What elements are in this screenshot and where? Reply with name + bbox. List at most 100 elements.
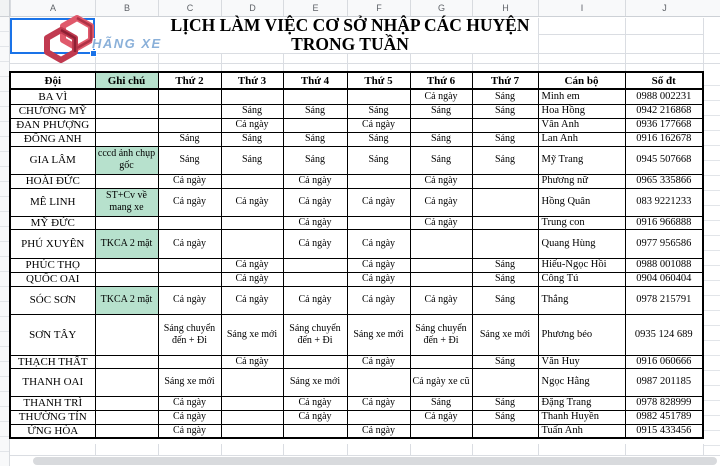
team-cell[interactable]: THẠCH THẤT <box>9 354 96 369</box>
note-cell[interactable] <box>94 103 159 119</box>
officer-cell[interactable]: Phương nữ <box>537 173 626 189</box>
team-cell[interactable]: THANH OAI <box>9 367 96 397</box>
day-cell-thu-2[interactable]: Cả ngày <box>157 395 222 411</box>
day-cell-thu-3[interactable] <box>220 228 284 259</box>
day-cell-thu-6[interactable] <box>409 228 473 259</box>
day-cell-thu-7[interactable] <box>471 367 539 397</box>
day-cell-thu-7[interactable] <box>471 187 539 217</box>
team-cell[interactable]: THANH TRÌ <box>9 395 96 411</box>
day-cell-thu-4[interactable] <box>282 423 348 438</box>
day-cell-thu-5[interactable]: Cả ngày <box>346 395 411 411</box>
day-cell-thu-7[interactable] <box>471 423 539 438</box>
phone-cell[interactable]: 0935 124 689 <box>624 313 704 356</box>
day-cell-thu-7[interactable]: Sáng <box>471 88 539 105</box>
day-cell-thu-4[interactable]: Cả ngày <box>282 395 348 411</box>
day-cell-thu-7[interactable]: Sáng <box>471 145 539 175</box>
day-cell-thu-4[interactable] <box>282 271 348 287</box>
phone-cell[interactable]: 0982 451789 <box>624 409 704 425</box>
header-day-5[interactable]: Thứ 5 <box>346 71 411 90</box>
note-cell[interactable] <box>94 173 159 189</box>
officer-cell[interactable]: Tuấn Anh <box>537 423 626 438</box>
team-cell[interactable]: MỸ ĐỨC <box>9 215 96 230</box>
team-cell[interactable]: HOÀI ĐỨC <box>9 173 96 189</box>
team-cell[interactable]: ĐAN PHƯỢNG <box>9 117 96 133</box>
day-cell-thu-5[interactable] <box>346 367 411 397</box>
empty-cells-right[interactable] <box>704 71 720 455</box>
column-header-b[interactable]: B <box>95 0 158 16</box>
day-cell-thu-4[interactable]: Sáng <box>282 131 348 147</box>
day-cell-thu-6[interactable]: Cả ngày <box>409 187 473 217</box>
day-cell-thu-2[interactable] <box>157 117 222 133</box>
day-cell-thu-7[interactable]: Sáng <box>471 103 539 119</box>
selection-fill-handle[interactable] <box>90 50 97 57</box>
day-cell-thu-4[interactable]: Sáng chuyển đến + Đi <box>282 313 348 356</box>
day-cell-thu-3[interactable] <box>220 409 284 425</box>
header-day-2[interactable]: Thứ 2 <box>157 71 222 90</box>
day-cell-thu-3[interactable]: Cả ngày <box>220 354 284 369</box>
note-cell[interactable] <box>94 423 159 438</box>
day-cell-thu-7[interactable] <box>471 173 539 189</box>
day-cell-thu-6[interactable] <box>409 271 473 287</box>
day-cell-thu-5[interactable]: Cả ngày <box>346 271 411 287</box>
officer-cell[interactable]: Hoa Hồng <box>537 103 626 119</box>
day-cell-thu-4[interactable] <box>282 354 348 369</box>
team-cell[interactable]: MÊ LINH <box>9 187 96 217</box>
header-note[interactable]: Ghi chú <box>94 71 159 90</box>
day-cell-thu-5[interactable]: Cả ngày <box>346 257 411 273</box>
day-cell-thu-6[interactable] <box>409 354 473 369</box>
day-cell-thu-2[interactable]: Sáng <box>157 131 222 147</box>
note-cell[interactable] <box>94 215 159 230</box>
day-cell-thu-7[interactable]: Sáng <box>471 354 539 369</box>
day-cell-thu-3[interactable]: Cả ngày <box>220 257 284 273</box>
officer-cell[interactable]: Thắng <box>537 285 626 315</box>
phone-cell[interactable]: 0945 507668 <box>624 145 704 175</box>
day-cell-thu-7[interactable]: Sáng <box>471 131 539 147</box>
day-cell-thu-6[interactable]: Sáng <box>409 145 473 175</box>
officer-cell[interactable]: Phương béo <box>537 313 626 356</box>
phone-cell[interactable]: 0916 060666 <box>624 354 704 369</box>
note-cell[interactable]: TKCA 2 mặt <box>94 285 159 315</box>
note-cell[interactable] <box>94 409 159 425</box>
day-cell-thu-2[interactable] <box>157 271 222 287</box>
note-cell[interactable] <box>94 257 159 273</box>
phone-cell[interactable]: 0977 956586 <box>624 228 704 259</box>
phone-cell[interactable]: 0965 335866 <box>624 173 704 189</box>
header-day-7[interactable]: Thứ 7 <box>471 71 539 90</box>
day-cell-thu-5[interactable] <box>346 409 411 425</box>
phone-cell[interactable]: 0942 216868 <box>624 103 704 119</box>
day-cell-thu-6[interactable]: Sáng <box>409 131 473 147</box>
day-cell-thu-5[interactable]: Sáng <box>346 145 411 175</box>
day-cell-thu-7[interactable]: Sáng <box>471 257 539 273</box>
day-cell-thu-7[interactable] <box>471 215 539 230</box>
team-cell[interactable]: GIA LÂM <box>9 145 96 175</box>
day-cell-thu-5[interactable] <box>346 215 411 230</box>
day-cell-thu-2[interactable]: Cả ngày <box>157 409 222 425</box>
phone-cell[interactable]: 0978 828999 <box>624 395 704 411</box>
day-cell-thu-3[interactable]: Sáng xe mới <box>220 313 284 356</box>
column-header-j[interactable]: J <box>625 0 703 16</box>
day-cell-thu-3[interactable]: Cả ngày <box>220 117 284 133</box>
day-cell-thu-5[interactable]: Cả ngày <box>346 117 411 133</box>
note-cell[interactable] <box>94 117 159 133</box>
phone-cell[interactable]: 0978 215791 <box>624 285 704 315</box>
day-cell-thu-3[interactable] <box>220 423 284 438</box>
day-cell-thu-4[interactable]: Sáng xe mới <box>282 367 348 397</box>
day-cell-thu-2[interactable]: Sáng <box>157 145 222 175</box>
day-cell-thu-3[interactable] <box>220 173 284 189</box>
header-officer[interactable]: Cán bộ <box>537 71 626 90</box>
day-cell-thu-7[interactable]: Sáng xe mới <box>471 313 539 356</box>
column-header-a[interactable]: A <box>10 0 95 16</box>
day-cell-thu-2[interactable]: Cả ngày <box>157 228 222 259</box>
phone-cell[interactable]: 0916 162678 <box>624 131 704 147</box>
day-cell-thu-3[interactable]: Cả ngày <box>220 271 284 287</box>
header-phone[interactable]: Số đt <box>624 71 704 90</box>
phone-cell[interactable]: 0987 201185 <box>624 367 704 397</box>
day-cell-thu-6[interactable]: Sáng chuyển đến + Đi <box>409 313 473 356</box>
officer-cell[interactable]: Quang Hùng <box>537 228 626 259</box>
day-cell-thu-4[interactable]: Cả ngày <box>282 187 348 217</box>
day-cell-thu-5[interactable] <box>346 173 411 189</box>
day-cell-thu-5[interactable]: Cả ngày <box>346 187 411 217</box>
day-cell-thu-2[interactable]: Cả ngày <box>157 173 222 189</box>
day-cell-thu-6[interactable]: Cả ngày <box>409 215 473 230</box>
phone-cell[interactable]: 0936 177668 <box>624 117 704 133</box>
